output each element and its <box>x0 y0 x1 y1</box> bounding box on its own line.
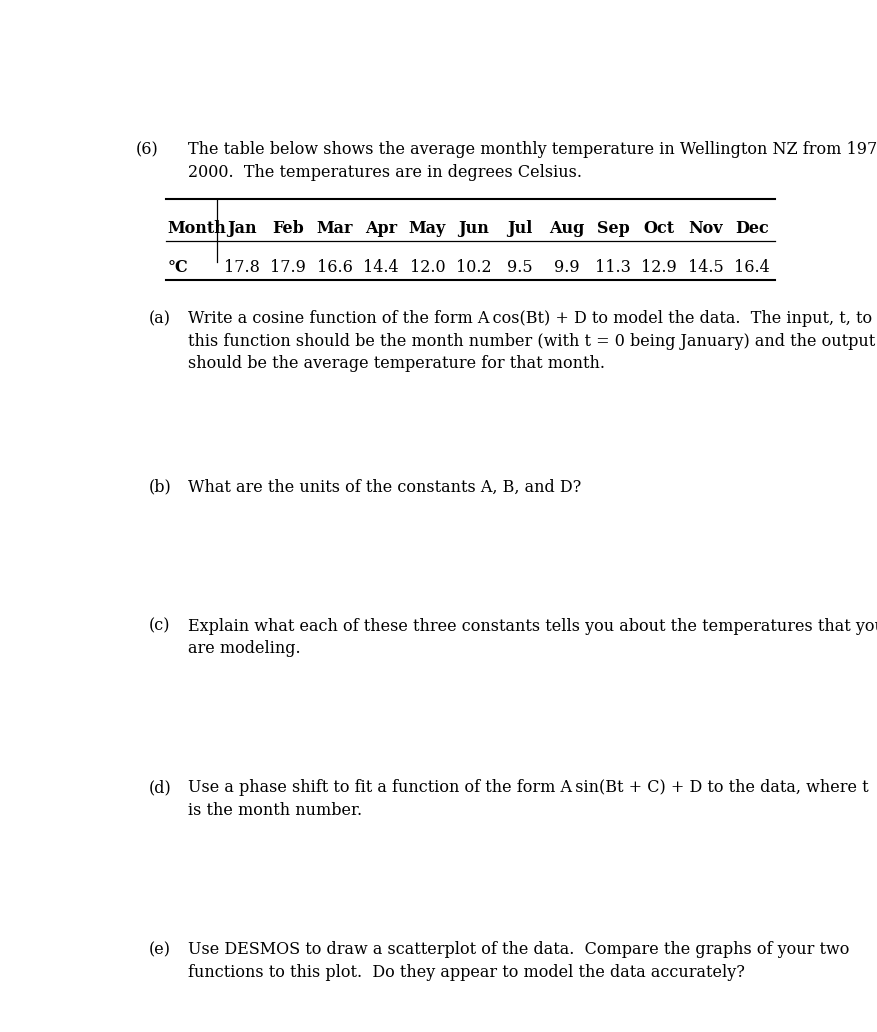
Text: (a): (a) <box>149 311 171 327</box>
Text: 14.5: 14.5 <box>687 259 723 276</box>
Text: (d): (d) <box>149 779 172 797</box>
Text: 9.5: 9.5 <box>507 259 532 276</box>
Text: this function should be the month number (with t = 0 being January) and the outp: this function should be the month number… <box>188 333 874 350</box>
Text: 16.4: 16.4 <box>733 259 769 276</box>
Text: Explain what each of these three constants tells you about the temperatures that: Explain what each of these three constan… <box>188 618 877 635</box>
Text: 12.0: 12.0 <box>409 259 445 276</box>
Text: 9.9: 9.9 <box>553 259 579 276</box>
Text: Apr: Apr <box>365 220 396 237</box>
Text: (b): (b) <box>149 479 172 495</box>
Text: are modeling.: are modeling. <box>188 640 300 657</box>
Text: Feb: Feb <box>272 220 303 237</box>
Text: 2000.  The temperatures are in degrees Celsius.: 2000. The temperatures are in degrees Ce… <box>188 164 581 181</box>
Text: Sep: Sep <box>595 220 629 237</box>
Text: 12.9: 12.9 <box>641 259 676 276</box>
Text: Aug: Aug <box>548 220 583 237</box>
Text: The table below shows the average monthly temperature in Wellington NZ from 1971: The table below shows the average monthl… <box>188 141 877 158</box>
Text: (6): (6) <box>135 141 158 158</box>
Text: 17.9: 17.9 <box>270 259 306 276</box>
Text: Use a phase shift to fit a function of the form A sin(Bt + C) + D to the data, w: Use a phase shift to fit a function of t… <box>188 779 867 797</box>
Text: is the month number.: is the month number. <box>188 802 361 819</box>
Text: °C: °C <box>168 259 189 276</box>
Text: (e): (e) <box>149 941 171 958</box>
Text: Oct: Oct <box>643 220 674 237</box>
Text: Mar: Mar <box>316 220 353 237</box>
Text: Dec: Dec <box>734 220 768 237</box>
Text: 17.8: 17.8 <box>224 259 260 276</box>
Text: Use DESMOS to draw a scatterplot of the data.  Compare the graphs of your two: Use DESMOS to draw a scatterplot of the … <box>188 941 848 958</box>
Text: Nov: Nov <box>688 220 722 237</box>
Text: 14.4: 14.4 <box>363 259 398 276</box>
Text: Jan: Jan <box>227 220 256 237</box>
Text: Jun: Jun <box>458 220 488 237</box>
Text: What are the units of the constants A, B, and D?: What are the units of the constants A, B… <box>188 479 581 495</box>
Text: 16.6: 16.6 <box>317 259 353 276</box>
Text: (c): (c) <box>149 618 170 635</box>
Text: Jul: Jul <box>507 220 532 237</box>
Text: functions to this plot.  Do they appear to model the data accurately?: functions to this plot. Do they appear t… <box>188 964 744 980</box>
Text: 10.2: 10.2 <box>455 259 491 276</box>
Text: should be the average temperature for that month.: should be the average temperature for th… <box>188 355 604 373</box>
Text: May: May <box>409 220 446 237</box>
Text: Write a cosine function of the form A cos(Bt) + D to model the data.  The input,: Write a cosine function of the form A co… <box>188 311 871 327</box>
Text: 11.3: 11.3 <box>595 259 630 276</box>
Text: Month: Month <box>168 220 226 237</box>
